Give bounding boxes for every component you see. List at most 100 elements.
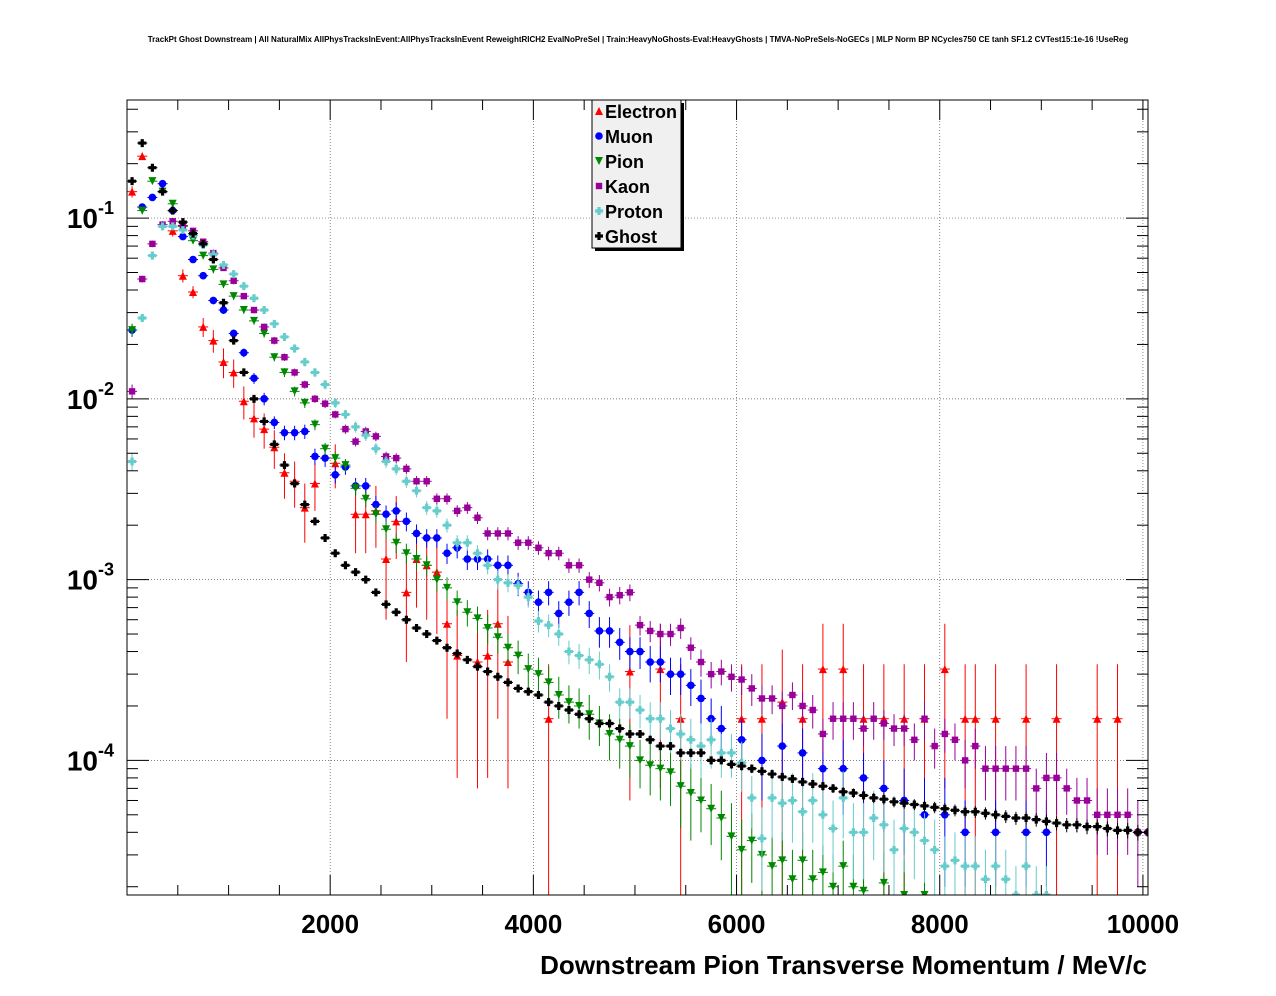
proton-point xyxy=(696,742,705,751)
proton-point xyxy=(544,621,553,630)
proton-point xyxy=(534,617,543,626)
kaon-point xyxy=(951,736,959,743)
pion-point xyxy=(422,561,431,570)
muon-point xyxy=(859,774,868,782)
ghost-point xyxy=(1042,817,1051,826)
ghost-point xyxy=(859,791,868,800)
electron-point xyxy=(402,588,411,597)
proton-point xyxy=(686,735,695,744)
kaon-point xyxy=(799,702,806,710)
kaon-point xyxy=(281,353,288,361)
ghost-point xyxy=(839,787,848,796)
pion-point xyxy=(189,236,198,245)
electron-point xyxy=(209,336,218,345)
proton-point xyxy=(849,828,858,837)
ghost-point xyxy=(605,719,614,728)
kaon-point xyxy=(342,425,349,433)
electron-point xyxy=(199,322,208,331)
pion-point xyxy=(128,326,137,335)
pion-point xyxy=(341,461,350,470)
muon-point xyxy=(687,681,695,690)
ghost-point xyxy=(1022,813,1031,822)
electron-point xyxy=(361,510,370,519)
legend-label-electron: Electron xyxy=(605,102,677,122)
ghost-point xyxy=(341,561,350,570)
proton-point xyxy=(707,735,716,744)
proton-point xyxy=(757,834,766,843)
series-proton xyxy=(127,222,1052,895)
proton-point xyxy=(879,820,888,829)
x-tick-label: 8000 xyxy=(911,909,969,939)
pion-point xyxy=(392,538,401,547)
pion-point xyxy=(321,444,330,453)
ghost-point xyxy=(209,255,218,264)
kaon-point xyxy=(768,695,776,702)
ghost-point xyxy=(371,588,380,597)
kaon-point xyxy=(301,381,308,388)
kaon-point xyxy=(1033,785,1040,792)
kaon-point xyxy=(931,742,938,750)
ghost-point xyxy=(1052,819,1061,828)
electron-point xyxy=(138,152,147,161)
kaon-point xyxy=(911,736,918,743)
pion-point xyxy=(768,862,777,871)
muon-point xyxy=(382,510,390,519)
ghost-point xyxy=(361,575,370,584)
pion-point xyxy=(554,690,563,699)
muon-point xyxy=(778,742,787,750)
proton-point xyxy=(890,845,899,854)
ghost-point xyxy=(138,139,147,148)
proton-point xyxy=(331,398,340,407)
kaon-point xyxy=(992,765,999,772)
ghost-point xyxy=(148,163,157,172)
ghost-point xyxy=(229,336,238,345)
ghost-point xyxy=(1083,822,1092,831)
pion-point xyxy=(280,368,289,377)
proton-point xyxy=(636,705,645,714)
proton-point xyxy=(493,575,502,584)
proton-point xyxy=(818,810,827,819)
proton-point xyxy=(595,660,604,669)
muon-point xyxy=(331,471,340,479)
kaon-point xyxy=(332,411,339,418)
kaon-point xyxy=(677,624,684,632)
proton-point xyxy=(290,344,299,353)
muon-point xyxy=(148,193,157,202)
proton-point xyxy=(158,222,167,231)
muon-point xyxy=(534,598,543,606)
proton-point xyxy=(900,824,909,833)
kaon-point xyxy=(514,539,522,546)
pion-point xyxy=(727,832,736,841)
muon-point xyxy=(494,561,502,570)
kaon-point xyxy=(1022,765,1030,772)
electron-point xyxy=(219,357,228,366)
kaon-point xyxy=(606,593,613,601)
ghost-point xyxy=(829,784,838,793)
muon-point xyxy=(189,255,197,264)
electron-point xyxy=(443,619,452,628)
pion-point xyxy=(270,353,279,362)
proton-point xyxy=(270,319,279,328)
ghost-point xyxy=(1032,815,1041,824)
pion-point xyxy=(239,306,248,315)
ghost-point xyxy=(412,623,421,632)
proton-point xyxy=(1032,891,1041,895)
pion-point xyxy=(717,813,726,822)
ghost-point xyxy=(636,729,645,738)
proton-point xyxy=(717,748,726,757)
ghost-point xyxy=(646,735,655,744)
ghost-point xyxy=(757,767,766,776)
ghost-point xyxy=(615,724,624,733)
kaon-point xyxy=(372,433,380,440)
ghost-point xyxy=(1062,820,1071,829)
muon-point xyxy=(433,534,441,542)
proton-point xyxy=(351,422,360,431)
proton-point xyxy=(981,875,990,884)
pion-point xyxy=(575,701,584,710)
kaon-point xyxy=(941,730,949,738)
pion-point xyxy=(534,670,543,679)
proton-point xyxy=(625,698,634,707)
muon-point xyxy=(260,395,268,403)
